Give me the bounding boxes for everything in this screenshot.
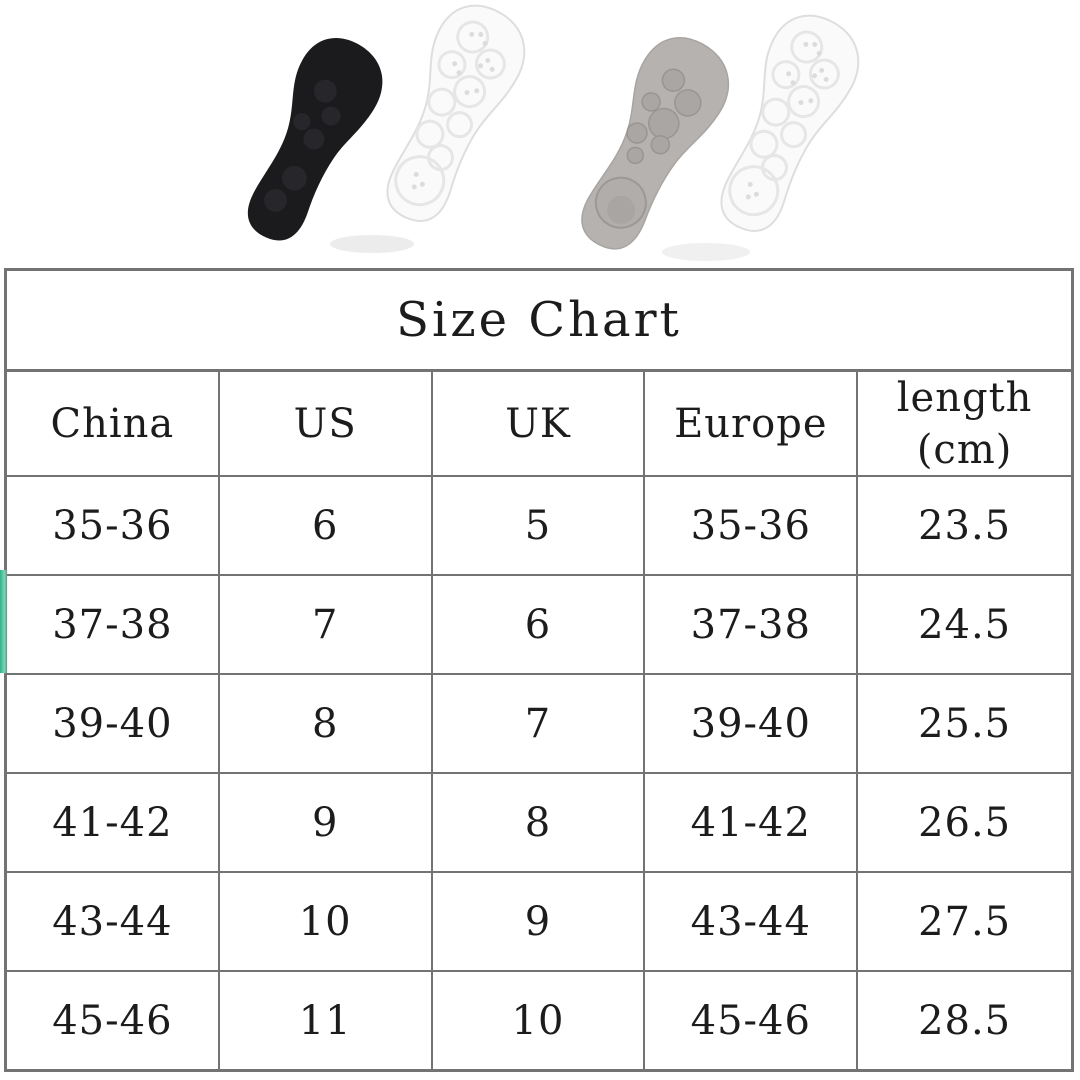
black-insole-image <box>218 24 398 254</box>
shadow <box>662 243 750 261</box>
column-header-uk: UK <box>433 372 646 475</box>
column-header-us: US <box>220 372 433 475</box>
cell-length: 23.5 <box>918 502 1012 549</box>
cell-uk: 7 <box>433 675 646 772</box>
cell-us: 11 <box>220 972 433 1069</box>
cell-europe: 45-46 <box>645 972 859 1069</box>
cell-europe: 43-44 <box>645 873 859 970</box>
cell-china: 37-38 <box>7 576 220 673</box>
cell-length: 24.5 <box>918 601 1012 648</box>
cell-europe: 35-36 <box>645 477 859 574</box>
cell-uk: 9 <box>433 873 646 970</box>
table-row: 45-46 11 10 45-46 28.5 <box>7 972 1071 1069</box>
white-insole-right-image <box>689 0 875 245</box>
column-header-europe: Europe <box>645 372 859 475</box>
table-row: 39-40 8 7 39-40 25.5 <box>7 675 1071 774</box>
column-header-length-label: length (cm) <box>896 374 1033 473</box>
gray-insole-image <box>550 22 746 264</box>
black-insole-bumps <box>264 79 341 212</box>
cell-china: 41-42 <box>7 774 220 871</box>
white-insole-texture <box>728 30 840 217</box>
table-header-row: China US UK Europe length (cm) <box>7 372 1071 477</box>
cell-us: 6 <box>220 477 433 574</box>
cell-length: 28.5 <box>918 997 1012 1044</box>
white-insole-shape <box>355 0 541 235</box>
cell-europe: 41-42 <box>645 774 859 871</box>
cell-china: 45-46 <box>7 972 220 1069</box>
cell-europe: 37-38 <box>645 576 859 673</box>
cell-length: 26.5 <box>918 799 1012 846</box>
cell-us: 7 <box>220 576 433 673</box>
size-chart-title: Size Chart <box>7 271 1071 372</box>
cell-length: 27.5 <box>918 898 1012 945</box>
white-insole-dots <box>745 41 829 200</box>
gray-insole-heel-bump <box>607 195 636 224</box>
column-header-china: China <box>7 372 220 475</box>
white-insole-left-image <box>355 0 541 235</box>
cell-uk: 6 <box>433 576 646 673</box>
green-edge-marker <box>0 570 8 673</box>
cell-uk: 5 <box>433 477 646 574</box>
table-row: 43-44 10 9 43-44 27.5 <box>7 873 1071 972</box>
cell-europe: 39-40 <box>645 675 859 772</box>
cell-china: 39-40 <box>7 675 220 772</box>
insoles-illustration <box>218 0 875 264</box>
cell-china: 43-44 <box>7 873 220 970</box>
table-row: 41-42 9 8 41-42 26.5 <box>7 774 1071 873</box>
cell-us: 10 <box>220 873 433 970</box>
product-photo <box>0 0 1080 268</box>
cell-uk: 10 <box>433 972 646 1069</box>
cell-uk: 8 <box>433 774 646 871</box>
shadow <box>330 235 414 253</box>
table-row: 35-36 6 5 35-36 23.5 <box>7 477 1071 576</box>
cell-us: 8 <box>220 675 433 772</box>
white-insole-texture <box>394 20 506 207</box>
gray-insole-bumps <box>626 68 702 165</box>
white-insole-dots <box>411 31 495 190</box>
column-header-length: length (cm) <box>858 372 1071 475</box>
size-chart-table: Size Chart China US UK Europe length (cm… <box>4 268 1074 1072</box>
table-row: 37-38 7 6 37-38 24.5 <box>7 576 1071 675</box>
cell-china: 35-36 <box>7 477 220 574</box>
cell-us: 9 <box>220 774 433 871</box>
gray-insole-shape <box>550 22 746 264</box>
cell-length: 25.5 <box>918 700 1012 747</box>
